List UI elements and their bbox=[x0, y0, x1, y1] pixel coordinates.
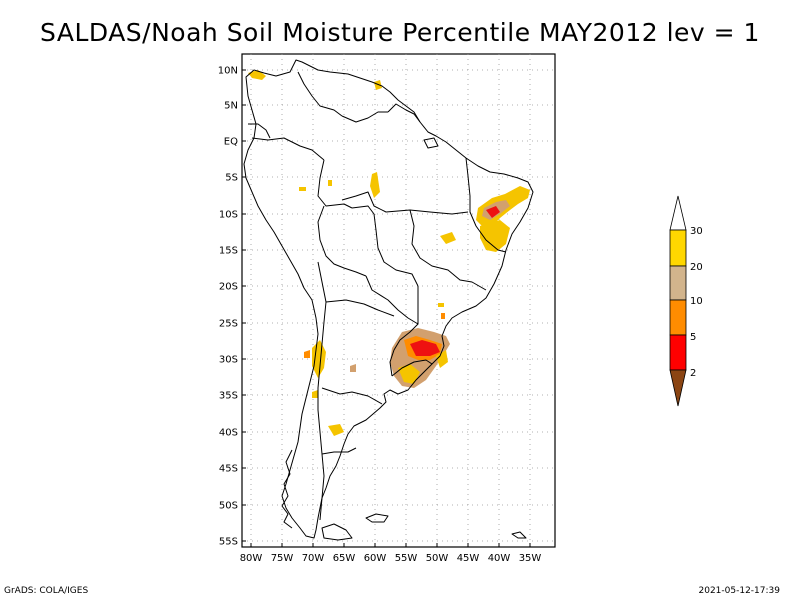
legend-label-30: 30 bbox=[690, 226, 703, 237]
border-brazil-uruguay bbox=[391, 359, 433, 377]
lat-label: 5S bbox=[225, 173, 238, 184]
border-colombia-venezuela bbox=[297, 71, 343, 117]
shade-argentina-4 bbox=[328, 424, 344, 436]
lon-label: 70W bbox=[302, 553, 325, 564]
legend-swatch-30 bbox=[669, 229, 687, 267]
continent-outline bbox=[243, 59, 534, 539]
color-legend: 30 20 10 5 2 bbox=[669, 195, 703, 407]
border-venezuela-brazil bbox=[341, 111, 388, 123]
border-brazil-states-2 bbox=[409, 209, 487, 291]
lon-label: 40W bbox=[488, 553, 511, 564]
border-bolivia bbox=[351, 205, 419, 287]
border-argentina-provinces bbox=[325, 299, 395, 317]
shade-guyana bbox=[374, 80, 382, 90]
shade-amazon-3 bbox=[370, 172, 380, 198]
south-georgia bbox=[511, 531, 527, 539]
footer-timestamp: 2021-05-12-17:39 bbox=[698, 586, 781, 596]
shade-argentina-3 bbox=[350, 364, 356, 372]
legend-label-10: 10 bbox=[690, 296, 703, 307]
legend-swatch-5 bbox=[669, 334, 687, 371]
shade-argentina-5 bbox=[312, 390, 318, 398]
shade-northeast-3 bbox=[440, 232, 456, 244]
legend-label-20: 20 bbox=[690, 262, 703, 273]
lat-label: 20S bbox=[219, 282, 238, 293]
border-brazil-states-3 bbox=[465, 157, 507, 253]
lat-label: 10N bbox=[218, 66, 238, 77]
tierra-del-fuego bbox=[321, 523, 353, 541]
map-frame bbox=[241, 53, 556, 548]
shade-argentina-2 bbox=[304, 350, 310, 358]
shade-rgs-red bbox=[410, 340, 440, 356]
shade-amazon-2 bbox=[328, 180, 332, 186]
legend-swatch-10 bbox=[669, 299, 687, 336]
map-title: SALDAS/Noah Soil Moisture Percentile MAY… bbox=[40, 18, 760, 47]
shade-uruguay-yellow bbox=[398, 364, 420, 384]
legend-swatch-above-30 bbox=[669, 195, 687, 231]
coastlines bbox=[243, 59, 534, 541]
shade-parana-2 bbox=[441, 313, 445, 319]
soil-moisture-shading bbox=[248, 70, 530, 436]
border-colombia-peru bbox=[251, 137, 325, 161]
lat-label: 35S bbox=[219, 391, 238, 402]
lat-label: 5N bbox=[224, 101, 238, 112]
border-peru-brazil bbox=[317, 159, 353, 209]
lon-label: 75W bbox=[271, 553, 294, 564]
lat-label: 25S bbox=[219, 319, 238, 330]
shade-argentina-1 bbox=[312, 340, 326, 378]
lat-label: 10S bbox=[219, 210, 238, 221]
footer-credit: GrADS: COLA/IGES bbox=[4, 586, 89, 596]
border-ecuador bbox=[248, 123, 271, 139]
border-argentina-brazil bbox=[389, 323, 419, 377]
border-paraguay bbox=[365, 275, 419, 325]
border-argentina-provinces-3 bbox=[321, 447, 357, 455]
legend-label-5: 5 bbox=[690, 332, 696, 343]
lat-label: EQ bbox=[224, 137, 238, 148]
shade-amazon-1 bbox=[299, 187, 306, 191]
map-grid bbox=[242, 54, 555, 547]
lon-label: 50W bbox=[426, 553, 449, 564]
latitude-labels: 10N 5N EQ 5S 10S 15S 20S 25S 30S 35S 40S 45S 50S 55S bbox=[218, 66, 246, 548]
lon-label: 55W bbox=[395, 553, 418, 564]
border-peru-bolivia bbox=[317, 205, 367, 277]
lat-label: 15S bbox=[219, 246, 238, 257]
shade-coast-yellow bbox=[436, 350, 448, 368]
legend-label-2: 2 bbox=[690, 368, 696, 379]
longitude-labels: 80W 75W 70W 65W 60W 55W 50W 45W 40W 35W bbox=[240, 543, 542, 564]
chile-fjords bbox=[281, 449, 293, 529]
border-argentina-provinces-2 bbox=[321, 387, 383, 405]
border-brazil-states bbox=[341, 191, 469, 215]
marajo-island bbox=[423, 137, 439, 149]
legend-swatch-below-2 bbox=[669, 369, 687, 407]
lon-label: 80W bbox=[240, 553, 263, 564]
lat-label: 45S bbox=[219, 464, 238, 475]
shade-northeast-2 bbox=[480, 220, 510, 252]
lon-label: 65W bbox=[333, 553, 356, 564]
legend-swatch-20 bbox=[669, 265, 687, 301]
lat-label: 30S bbox=[219, 355, 238, 366]
border-guianas bbox=[387, 103, 421, 123]
lat-label: 40S bbox=[219, 428, 238, 439]
lat-label: 50S bbox=[219, 501, 238, 512]
lon-label: 45W bbox=[457, 553, 480, 564]
shade-northeast-red bbox=[486, 206, 500, 218]
lon-label: 60W bbox=[364, 553, 387, 564]
lon-label: 35W bbox=[519, 553, 542, 564]
shade-colombia bbox=[248, 70, 266, 80]
shade-parana-1 bbox=[438, 303, 444, 307]
lat-label: 55S bbox=[219, 537, 238, 548]
falkland-islands bbox=[365, 513, 389, 523]
